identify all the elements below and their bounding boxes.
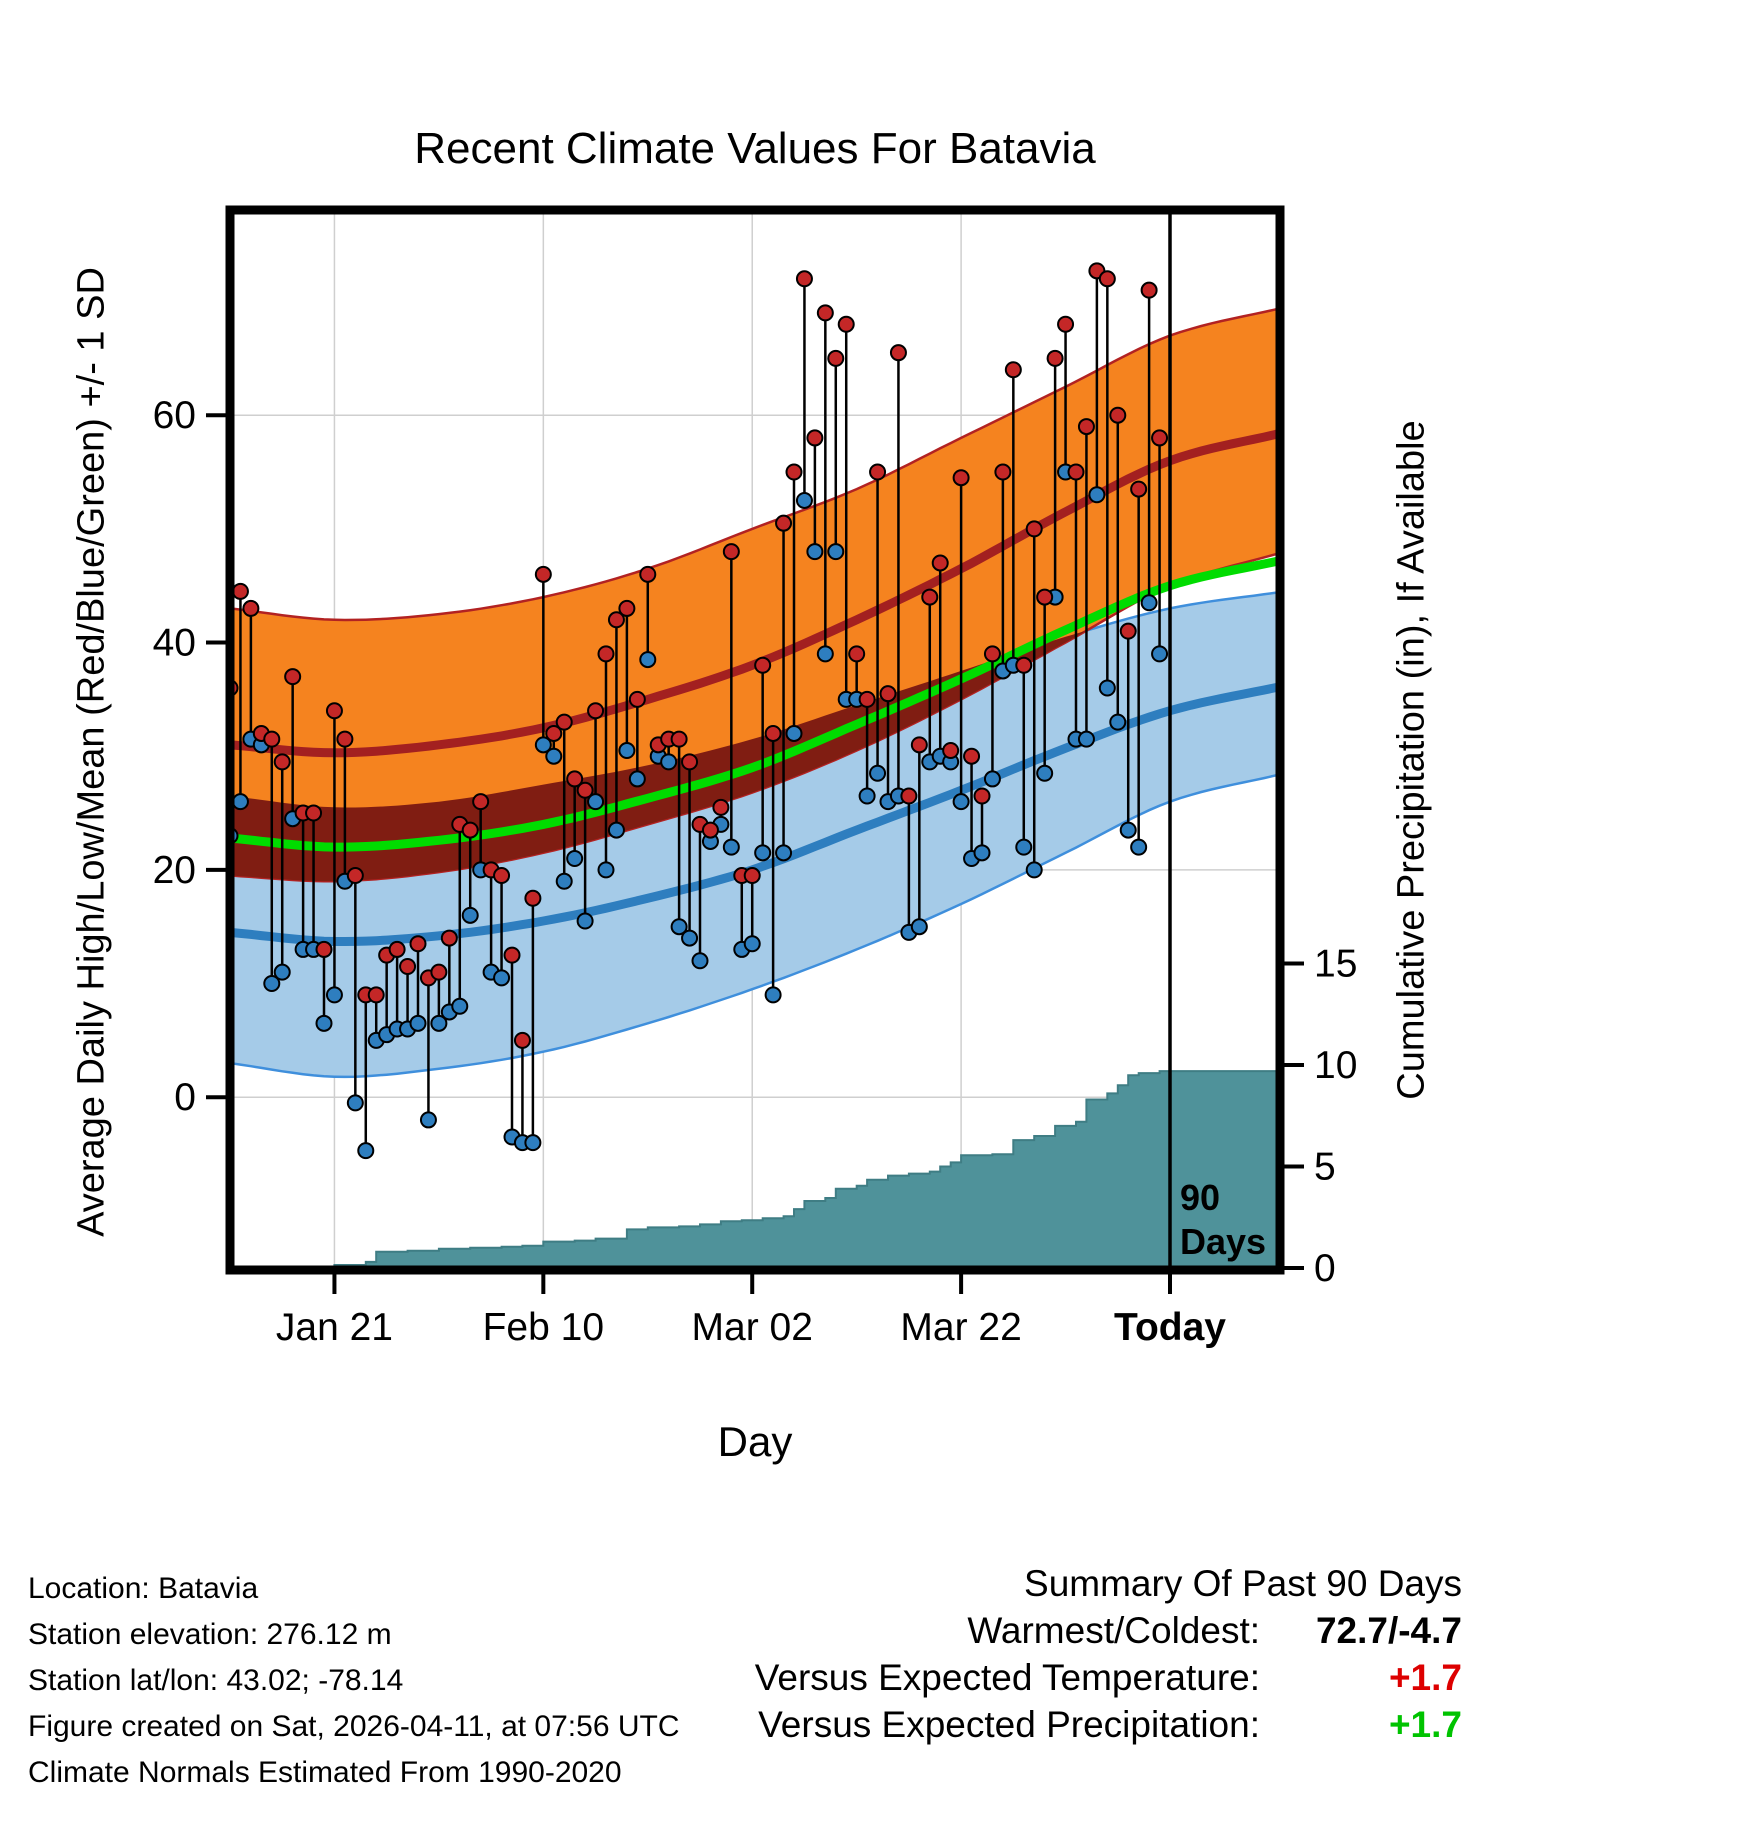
svg-text:90: 90	[1180, 1177, 1220, 1218]
x-tick-labels: Jan 21 Feb 10 Mar 02 Mar 22 Today	[276, 1306, 1226, 1349]
warmest-coldest-value: 72.7/-4.7	[1315, 1610, 1462, 1651]
svg-text:0: 0	[1314, 1247, 1336, 1290]
svg-text:20: 20	[153, 849, 196, 892]
meta-created: Figure created on Sat, 2026-04-11, at 07…	[28, 1710, 680, 1743]
svg-text:0: 0	[174, 1076, 196, 1119]
svg-text:15: 15	[1314, 943, 1357, 986]
plot-border	[225, 205, 1285, 1275]
vs-precip-value: +1.7	[1388, 1704, 1462, 1745]
svg-text:40: 40	[153, 622, 196, 665]
svg-text:Mar 22: Mar 22	[900, 1306, 1021, 1349]
vs-temp-value: +1.7	[1388, 1657, 1462, 1698]
meta-latlon: Station lat/lon: 43.02; -78.14	[28, 1664, 404, 1697]
band-overlap	[234, 630, 1087, 882]
svg-text:60: 60	[153, 394, 196, 437]
vs-temp-label: Versus Expected Temperature:	[754, 1657, 1260, 1698]
svg-text:Today: Today	[1114, 1306, 1226, 1349]
vs-precip-label: Versus Expected Precipitation:	[758, 1704, 1260, 1745]
svg-text:Jan 21: Jan 21	[276, 1306, 393, 1349]
daily-high-dots	[234, 262, 1169, 1049]
svg-text:10: 10	[1314, 1044, 1357, 1087]
left-tick-labels: 0 20 40 60	[153, 394, 196, 1119]
svg-text:Mar 02: Mar 02	[692, 1306, 813, 1349]
summary-header: Summary Of Past 90 Days	[1024, 1563, 1462, 1604]
axis-ticks	[206, 413, 1304, 1294]
mean-temp-line	[234, 557, 1276, 852]
svg-text:Days: Days	[1180, 1221, 1266, 1262]
daily-stems	[239, 270, 1161, 1151]
figure-metadata: Location: Batavia Station elevation: 276…	[28, 1566, 680, 1796]
chart-title: Recent Climate Values For Batavia	[414, 124, 1096, 173]
meta-elevation: Station elevation: 276.12 m	[28, 1618, 392, 1651]
x-axis-label: Day	[717, 1418, 793, 1465]
meta-location: Location: Batavia	[28, 1572, 259, 1605]
warmest-coldest-label: Warmest/Coldest:	[967, 1610, 1260, 1651]
daily-low-dots	[234, 463, 1169, 1160]
right-tick-labels: 0 5 10 15	[1314, 943, 1357, 1291]
svg-text:Feb 10: Feb 10	[483, 1306, 604, 1349]
cumulative-precip-area	[333, 1070, 1276, 1266]
low-mean-line	[234, 683, 1276, 946]
summary-panel: Summary Of Past 90 Days Warmest/Coldest:…	[755, 1560, 1462, 1748]
svg-text:5: 5	[1314, 1146, 1336, 1189]
meta-normals: Climate Normals Estimated From 1990-2020	[28, 1756, 622, 1789]
